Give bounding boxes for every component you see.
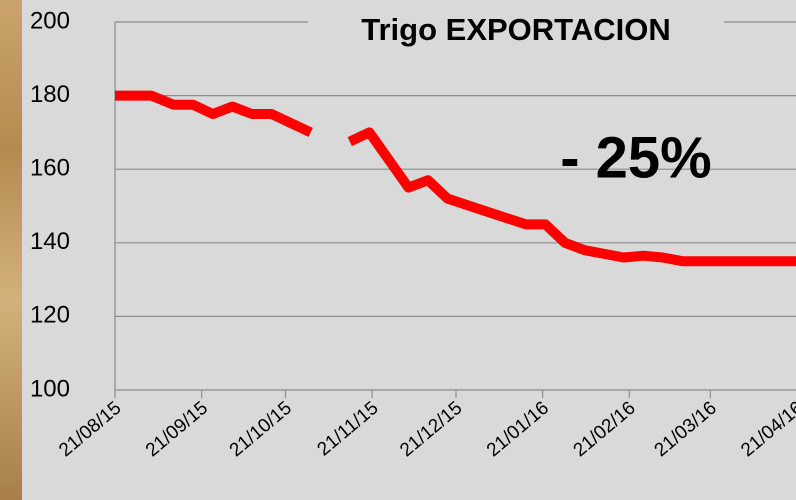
annotation: - 25% bbox=[560, 125, 712, 190]
y-tick-label: 160 bbox=[30, 155, 70, 182]
y-tick-label: 200 bbox=[30, 7, 70, 34]
y-tick-label: 140 bbox=[30, 228, 70, 255]
y-tick-label: 180 bbox=[30, 81, 70, 108]
title-background bbox=[308, 5, 724, 57]
price-line bbox=[115, 90, 796, 267]
y-tick-label: 100 bbox=[30, 375, 70, 402]
side-texture bbox=[0, 0, 22, 500]
chart-title: Trigo EXPORTACION bbox=[361, 12, 670, 47]
y-tick-label: 120 bbox=[30, 302, 70, 329]
